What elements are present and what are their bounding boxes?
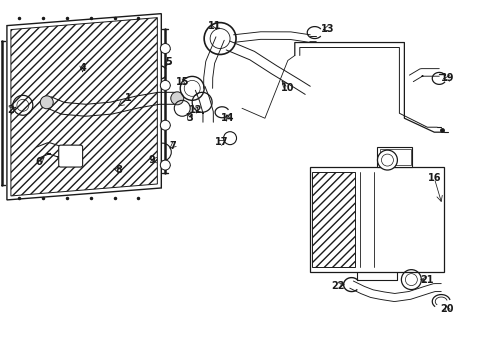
Text: 2: 2 [7, 105, 14, 115]
Text: 21: 21 [420, 275, 433, 285]
Text: 9: 9 [149, 155, 155, 165]
Text: 11: 11 [208, 21, 222, 31]
Bar [309, 167, 443, 272]
Text: 13: 13 [320, 24, 334, 33]
Bar [379, 149, 410, 165]
Text: 15: 15 [175, 77, 188, 87]
Text: 18: 18 [392, 155, 406, 165]
Circle shape [160, 80, 170, 90]
Text: 8: 8 [115, 165, 122, 175]
Text: 17: 17 [215, 137, 228, 147]
Circle shape [377, 150, 397, 170]
Text: 4: 4 [79, 63, 86, 73]
Bar [311, 172, 354, 267]
Text: 1: 1 [125, 93, 132, 103]
Circle shape [170, 92, 183, 105]
Text: 16: 16 [427, 173, 440, 183]
Text: 22: 22 [330, 280, 344, 291]
Text: 3: 3 [186, 113, 193, 123]
Circle shape [160, 160, 170, 170]
Text: 14: 14 [221, 113, 234, 123]
Text: 5: 5 [164, 58, 171, 67]
Circle shape [160, 120, 170, 130]
Text: 12: 12 [188, 105, 202, 115]
Text: 20: 20 [440, 305, 453, 315]
Text: 6: 6 [35, 157, 42, 167]
FancyBboxPatch shape [59, 145, 82, 167]
Bar [376, 147, 411, 167]
Circle shape [40, 96, 53, 109]
Text: 7: 7 [168, 141, 175, 151]
Text: 19: 19 [440, 73, 453, 84]
Text: 10: 10 [281, 84, 294, 93]
Polygon shape [7, 14, 161, 200]
Circle shape [160, 44, 170, 54]
